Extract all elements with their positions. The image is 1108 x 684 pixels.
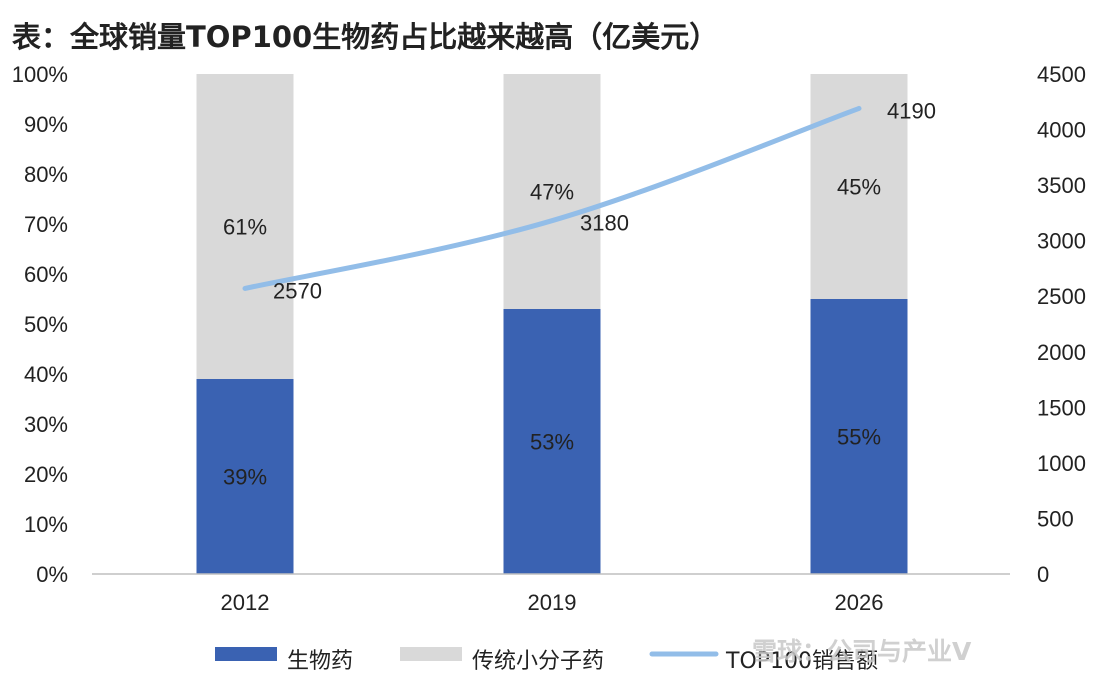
bar-biologic-2026 xyxy=(810,299,908,574)
left-axis-tick-label: 60% xyxy=(24,262,68,287)
data-label-small-molecule-2019: 47% xyxy=(530,180,574,205)
x-axis-tick-label-2019: 2019 xyxy=(528,590,577,615)
right-axis-tick-label: 3000 xyxy=(1037,229,1086,254)
left-axis-tick-label: 90% xyxy=(24,112,68,137)
legend-label-sales: TOP100销售额 xyxy=(725,649,878,674)
data-label-sales-2012: 2570 xyxy=(273,278,322,303)
right-axis-tick-label: 4000 xyxy=(1037,118,1086,143)
chart-title: 表：全球销量TOP100生物药占比越来越高（亿美元） xyxy=(12,20,719,54)
left-axis-tick-label: 20% xyxy=(24,462,68,487)
right-axis-tick-label: 4500 xyxy=(1037,62,1086,87)
bar-biologic-2019 xyxy=(503,309,601,574)
right-axis-tick-label: 2000 xyxy=(1037,340,1086,365)
left-axis-tick-label: 50% xyxy=(24,312,68,337)
data-label-sales-2026: 4190 xyxy=(887,98,936,123)
legend-swatch-biologic xyxy=(215,647,277,661)
data-label-biologic-2019: 53% xyxy=(530,430,574,455)
left-axis-tick-label: 10% xyxy=(24,512,68,537)
right-axis-tick-label: 1500 xyxy=(1037,395,1086,420)
bar-biologic-2012 xyxy=(196,379,294,574)
data-label-small-molecule-2026: 45% xyxy=(837,175,881,200)
bar-small-molecule-2026 xyxy=(810,74,908,299)
left-axis-tick-label: 80% xyxy=(24,162,68,187)
data-label-biologic-2012: 39% xyxy=(223,465,267,490)
left-axis-tick-label: 100% xyxy=(12,62,68,87)
data-label-small-molecule-2012: 61% xyxy=(223,215,267,240)
line-top100-sales xyxy=(242,105,862,291)
right-axis-tick-label: 500 xyxy=(1037,506,1074,531)
right-axis-tick-label: 3500 xyxy=(1037,173,1086,198)
data-label-biologic-2026: 55% xyxy=(837,425,881,450)
watermark: 雪球：公司与产业V xyxy=(752,637,972,666)
left-axis-tick-label: 40% xyxy=(24,362,68,387)
left-axis-tick-label: 0% xyxy=(36,562,68,587)
right-axis-tick-label: 1000 xyxy=(1037,451,1086,476)
bar-small-molecule-2019 xyxy=(503,74,601,309)
bar-small-molecule-2012 xyxy=(196,74,294,379)
legend-label-biologic: 生物药 xyxy=(287,649,353,674)
legend-swatch-small-molecule xyxy=(400,647,462,661)
right-axis-tick-label: 0 xyxy=(1037,562,1049,587)
x-axis-tick-label-2026: 2026 xyxy=(835,590,884,615)
left-axis-tick-label: 70% xyxy=(24,212,68,237)
data-label-sales-2019: 3180 xyxy=(580,211,629,236)
x-axis-tick-label-2012: 2012 xyxy=(221,590,270,615)
left-axis-tick-label: 30% xyxy=(24,412,68,437)
legend-label-small-molecule: 传统小分子药 xyxy=(472,649,604,674)
right-axis-tick-label: 2500 xyxy=(1037,284,1086,309)
